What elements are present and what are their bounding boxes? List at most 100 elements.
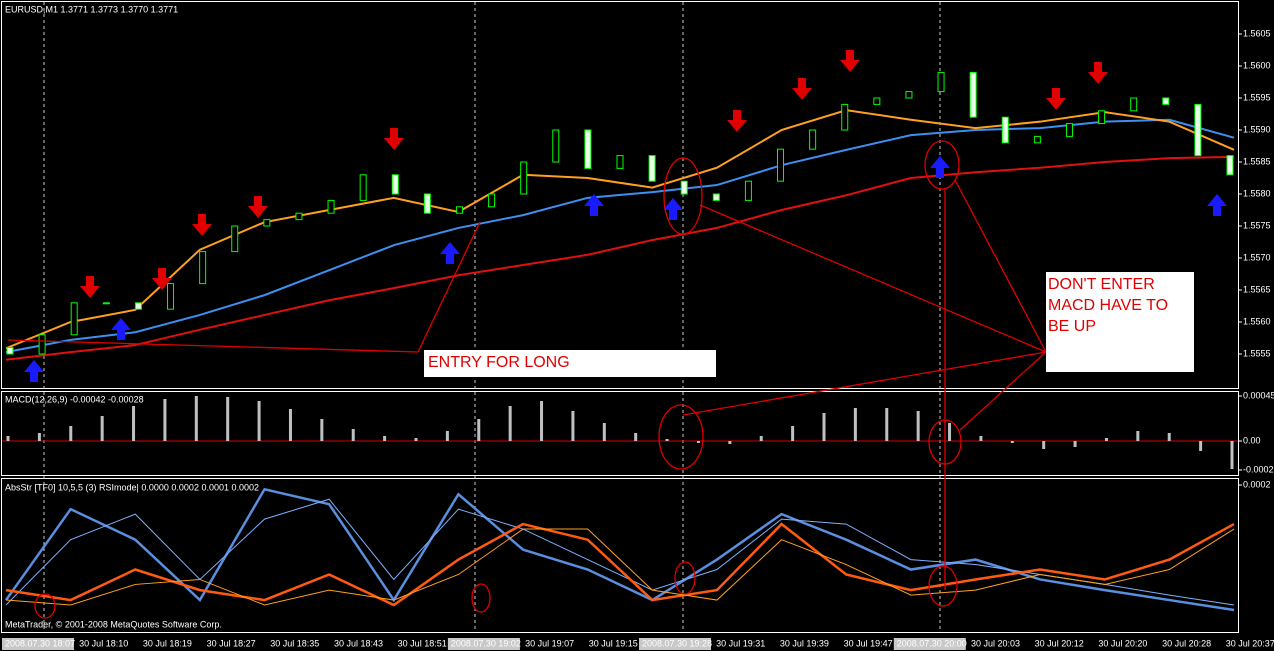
candle-body: [359, 174, 367, 201]
histogram-bar: [1230, 441, 1234, 469]
candle-body: [777, 148, 785, 182]
sell-arrow: [727, 110, 747, 132]
histogram-bar: [100, 416, 104, 441]
sell-arrow: [384, 128, 404, 150]
histogram-bar: [916, 411, 920, 441]
sell-arrow: [1046, 88, 1066, 110]
hand-drawn-marks: [7, 140, 1047, 619]
histogram-bar: [948, 423, 952, 441]
histogram-bar: [351, 429, 355, 441]
x-tick-label: 2008.07.30 18:07: [5, 638, 75, 648]
histogram-bar: [728, 441, 732, 444]
candle-body: [231, 225, 239, 253]
y-tick-label: 1.5560: [1243, 316, 1271, 326]
x-tick-label: 30 Jul 19:31: [716, 638, 765, 648]
candle-body: [1001, 116, 1009, 144]
x-tick-label: 30 Jul 18:35: [270, 638, 319, 648]
y-tick-label: -0.00029: [1243, 464, 1274, 474]
circle: [34, 593, 56, 619]
histogram-bar: [571, 411, 575, 441]
indicator-line: [5, 109, 1235, 350]
y-tick-label: 0.0002: [1243, 479, 1271, 489]
histogram-bar: [320, 419, 324, 441]
x-tick-label: 30 Jul 18:51: [398, 638, 447, 648]
y-tick-label: 1.5555: [1243, 348, 1271, 358]
histogram-bar: [602, 423, 606, 441]
circle: [928, 565, 958, 607]
histogram-bar: [1167, 433, 1171, 441]
buy-arrow: [930, 156, 950, 178]
histogram-bar: [6, 436, 10, 441]
separators: [43, 2, 941, 632]
candle-body: [1162, 97, 1170, 105]
pointer-line: [959, 351, 1047, 431]
time-highlight: [893, 638, 966, 650]
buy-arrow: [663, 198, 683, 220]
x-tick-label: 30 Jul 20:37: [1226, 638, 1274, 648]
sell-arrows: [80, 50, 1108, 298]
note: BE UP: [1048, 318, 1096, 335]
histogram-bar: [477, 419, 481, 441]
candle-body: [937, 71, 945, 93]
macd-panel: [1, 391, 1239, 476]
histogram-bar: [791, 426, 795, 441]
time-highlight: [2, 638, 74, 650]
sell-arrow: [248, 196, 268, 218]
candle-body: [327, 199, 335, 214]
sell-arrow: [192, 214, 212, 236]
candle-body: [263, 219, 271, 227]
circle: [663, 157, 703, 235]
chart-title: EURUSD,M1 1.3771 1.3773 1.3770 1.3771: [5, 4, 178, 14]
y-tick-label: 1.5590: [1243, 124, 1271, 134]
histogram-bar: [163, 399, 167, 441]
candle-body: [873, 97, 881, 105]
x-tick-label: 30 Jul 18:19: [143, 638, 192, 648]
note-box: [424, 350, 716, 377]
histogram-bar: [1104, 438, 1108, 441]
histogram-bar: [1042, 441, 1046, 449]
signal-arrows: [24, 50, 1227, 382]
buy-arrow: [24, 360, 44, 382]
candle-body: [391, 174, 399, 195]
panel-title: AbsStr [TF0] 10,5,5 (3) RSImode| 0.0000 …: [5, 482, 259, 492]
candle-body: [552, 129, 560, 163]
histogram-bar: [696, 441, 700, 443]
candle-body: [744, 180, 752, 201]
pointer-line: [699, 204, 1047, 353]
histogram-bar: [414, 438, 418, 441]
panel-title: MACD(12,26,9) -0.00042 -0.00028: [5, 394, 144, 404]
note: MACD HAVE TO: [1048, 297, 1168, 314]
histogram-bar: [634, 433, 638, 441]
candle-body: [809, 129, 817, 150]
y-tick-label: 0.00045: [1243, 390, 1274, 400]
histogram-bar: [445, 431, 449, 441]
histogram-bar: [665, 439, 669, 441]
x-tick-label: 30 Jul 19:39: [780, 638, 829, 648]
main-panel: [1, 1, 1239, 389]
histogram-bar: [1010, 441, 1014, 443]
candle-body: [648, 155, 656, 182]
candle-body: [1130, 97, 1138, 112]
sell-arrow: [80, 276, 100, 298]
x-tick-label: 2008.07.30 19:28: [642, 638, 712, 648]
circle: [674, 561, 696, 595]
y-tick-label: 1.5580: [1243, 188, 1271, 198]
y-tick-label: 1.5585: [1243, 156, 1271, 166]
buy-arrow: [1207, 194, 1227, 216]
candle-body: [680, 180, 688, 195]
y-tick-label: 1.5575: [1243, 220, 1271, 230]
x-tick-label: 30 Jul 18:10: [79, 638, 128, 648]
pointer-line: [682, 351, 1047, 416]
buy-arrow: [440, 242, 460, 264]
x-tick-label: 2008.07.30 20:00: [897, 638, 967, 648]
indicator-line: [5, 118, 1235, 354]
histogram-bar: [37, 433, 41, 441]
candle-body: [1098, 110, 1106, 125]
candle-body: [1065, 123, 1073, 137]
histogram-bar: [540, 401, 544, 441]
time-highlight: [447, 638, 520, 650]
histogram-bar: [383, 436, 387, 441]
y-tick-label: 1.5605: [1243, 28, 1271, 38]
candle-body: [520, 161, 528, 195]
histogram-bar: [979, 436, 983, 441]
